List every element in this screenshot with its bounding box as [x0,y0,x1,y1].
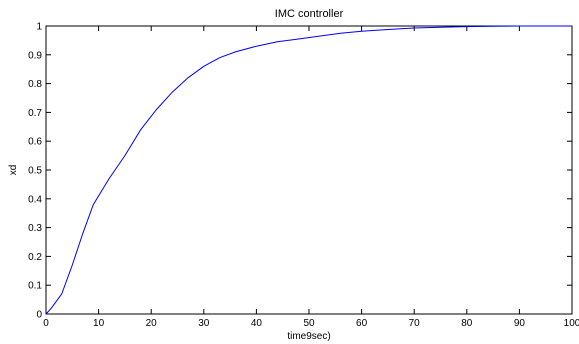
x-axis-ticks: 0 10 20 30 40 50 60 70 80 90 100 [43,26,579,329]
x-tick-label: 80 [461,318,473,329]
chart-title: IMC controller [275,8,344,20]
x-tick-label: 0 [43,318,49,329]
y-axis-label: xd [8,165,19,176]
x-tick-label: 50 [303,318,315,329]
y-tick-label: 0.7 [28,108,42,119]
x-tick-label: 60 [356,318,368,329]
x-tick-label: 30 [198,318,210,329]
y-tick-label: 0.1 [28,281,42,292]
y-axis-ticks: 0 0.1 0.2 0.3 0.4 0.5 0.6 0.7 0.8 0.9 1 [28,22,572,321]
y-tick-label: 0.9 [28,50,42,61]
x-tick-label: 90 [514,318,526,329]
x-tick-label: 100 [564,318,579,329]
y-tick-label: 0.6 [28,137,42,148]
series-line [45,25,572,315]
x-tick-label: 70 [409,318,421,329]
x-axis-label: time9sec) [287,331,330,342]
y-tick-label: 0.3 [28,223,42,234]
y-tick-label: 0.4 [28,194,42,205]
y-tick-label: 1 [36,22,42,33]
y-tick-label: 0.2 [28,252,42,263]
y-tick-label: 0.5 [28,166,42,177]
x-tick-label: 10 [93,318,105,329]
x-tick-label: 40 [251,318,263,329]
y-tick-label: 0.8 [28,79,42,90]
y-tick-label: 0 [36,310,42,321]
x-tick-label: 20 [146,318,158,329]
